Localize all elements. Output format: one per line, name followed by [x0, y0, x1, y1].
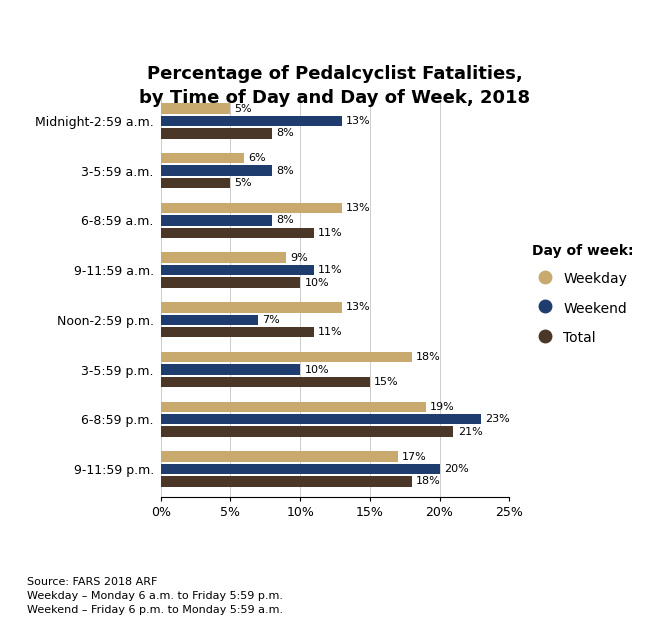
Bar — [161, 402, 425, 412]
Bar — [161, 228, 314, 238]
Text: 10%: 10% — [304, 278, 329, 288]
Text: 13%: 13% — [346, 116, 371, 126]
Bar — [161, 165, 272, 176]
Text: 5%: 5% — [234, 104, 253, 114]
Bar — [161, 427, 454, 437]
Bar — [161, 128, 272, 138]
Bar — [161, 377, 370, 387]
Bar — [161, 327, 314, 337]
Bar — [161, 476, 411, 487]
Bar — [161, 302, 342, 312]
Text: 8%: 8% — [277, 129, 294, 138]
Text: 9%: 9% — [290, 253, 308, 263]
Bar — [161, 315, 259, 325]
Text: 21%: 21% — [458, 427, 482, 437]
Legend: Weekday, Weekend, Total: Weekday, Weekend, Total — [527, 238, 639, 351]
Text: 13%: 13% — [346, 302, 371, 312]
Bar — [161, 451, 398, 462]
Text: 10%: 10% — [304, 365, 329, 374]
Text: 8%: 8% — [277, 166, 294, 176]
Bar — [161, 203, 342, 213]
Text: Percentage of Pedalcyclist Fatalities,
by Time of Day and Day of Week, 2018: Percentage of Pedalcyclist Fatalities, b… — [139, 65, 531, 107]
Text: Source: FARS 2018 ARF
Weekday – Monday 6 a.m. to Friday 5:59 p.m.
Weekend – Frid: Source: FARS 2018 ARF Weekday – Monday 6… — [27, 577, 283, 615]
Text: 18%: 18% — [416, 352, 441, 362]
Bar — [161, 278, 300, 288]
Text: 13%: 13% — [346, 203, 371, 213]
Text: 7%: 7% — [263, 315, 280, 325]
Text: 17%: 17% — [402, 451, 427, 461]
Bar — [161, 265, 314, 275]
Text: 11%: 11% — [318, 327, 343, 337]
Bar — [161, 153, 245, 163]
Text: 20%: 20% — [444, 464, 468, 474]
Bar — [161, 116, 342, 126]
Text: 6%: 6% — [249, 153, 266, 163]
Bar — [161, 464, 440, 474]
Text: 18%: 18% — [416, 476, 441, 486]
Bar — [161, 352, 411, 362]
Bar — [161, 215, 272, 225]
Bar — [161, 178, 230, 188]
Bar — [161, 253, 286, 263]
Bar — [161, 414, 481, 425]
Text: 23%: 23% — [486, 414, 511, 424]
Bar — [161, 365, 300, 374]
Text: 19%: 19% — [429, 402, 454, 412]
Text: 11%: 11% — [318, 228, 343, 238]
Text: 8%: 8% — [277, 215, 294, 225]
Bar — [161, 103, 230, 114]
Text: 5%: 5% — [234, 178, 253, 188]
Text: 11%: 11% — [318, 265, 343, 275]
Text: 15%: 15% — [374, 377, 399, 387]
